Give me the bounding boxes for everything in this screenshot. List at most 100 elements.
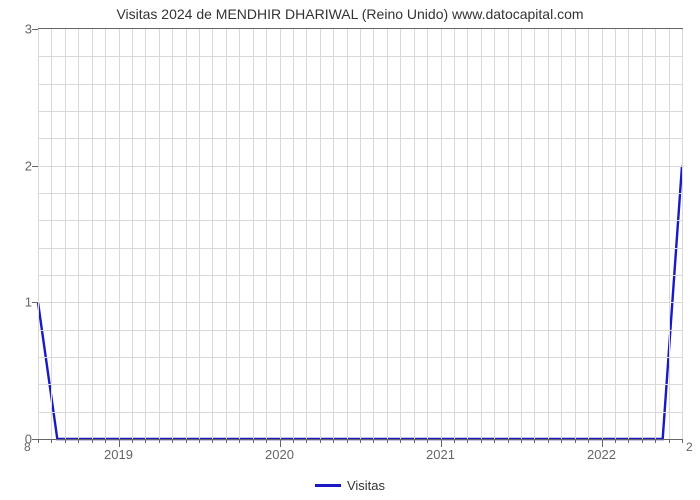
gridline-v-minor [172,29,173,439]
x-tick-label: 2021 [426,439,455,462]
gridline-v-minor [588,29,589,439]
x-tick-minor [454,439,455,443]
x-tick-minor [400,439,401,443]
x-tick-minor [387,439,388,443]
x-tick-minor [548,439,549,443]
x-tick-minor [628,439,629,443]
x-tick-minor [320,439,321,443]
gridline-v-minor [320,29,321,439]
secondary-label-right: 2 [686,440,693,454]
gridline-v-minor [347,29,348,439]
x-tick-minor [132,439,133,443]
gridline-v-minor [655,29,656,439]
gridline-v [280,29,281,439]
gridline-v [119,29,120,439]
gridline-v-minor [373,29,374,439]
x-tick-minor [575,439,576,443]
x-tick-minor [172,439,173,443]
x-tick-minor [199,439,200,443]
x-tick-label: 2019 [104,439,133,462]
gridline-v-minor [105,29,106,439]
x-tick-minor [51,439,52,443]
x-tick-minor [306,439,307,443]
gridline-v-minor [575,29,576,439]
gridline-v-minor [253,29,254,439]
x-tick-minor [588,439,589,443]
gridline-v-minor [51,29,52,439]
x-tick-minor [78,439,79,443]
gridline-v-minor [293,29,294,439]
gridline-v-minor [159,29,160,439]
gridline-v-minor [65,29,66,439]
gridline-v-minor [306,29,307,439]
x-tick-minor [159,439,160,443]
x-tick-minor [414,439,415,443]
gridline-v-minor [333,29,334,439]
x-tick-minor [360,439,361,443]
legend-swatch [315,484,341,487]
x-tick-minor [561,439,562,443]
x-tick-minor [105,439,106,443]
gridline-v [441,29,442,439]
gridline-v-minor [615,29,616,439]
x-tick-minor [615,439,616,443]
x-tick-minor [347,439,348,443]
x-tick-minor [333,439,334,443]
x-tick-minor [481,439,482,443]
x-tick-minor [65,439,66,443]
x-tick-minor [467,439,468,443]
gridline-v-minor [38,29,39,439]
gridline-v-minor [454,29,455,439]
x-tick-minor [508,439,509,443]
gridline-v-minor [508,29,509,439]
gridline-v-minor [481,29,482,439]
x-tick-minor [212,439,213,443]
gridline-v-minor [548,29,549,439]
gridline-v-minor [521,29,522,439]
x-tick-minor [521,439,522,443]
gridline-v-minor [360,29,361,439]
gridline-v-minor [212,29,213,439]
gridline-v-minor [561,29,562,439]
x-tick-label: 2022 [587,439,616,462]
gridline-v-minor [132,29,133,439]
gridline-v-minor [467,29,468,439]
x-tick-minor [669,439,670,443]
gridline-v-minor [669,29,670,439]
gridline-v-minor [266,29,267,439]
x-tick-minor [253,439,254,443]
x-tick-minor [38,439,39,443]
legend: Visitas [0,478,700,493]
x-tick-minor [534,439,535,443]
x-tick-minor [145,439,146,443]
x-tick-minor [293,439,294,443]
x-tick-minor [682,439,683,443]
gridline-v-minor [199,29,200,439]
gridline-v-minor [642,29,643,439]
x-tick-minor [494,439,495,443]
x-tick-minor [266,439,267,443]
chart-title: Visitas 2024 de MENDHIR DHARIWAL (Reino … [0,6,700,22]
gridline-v-minor [226,29,227,439]
gridline-v-minor [427,29,428,439]
x-tick-minor [655,439,656,443]
x-tick-minor [642,439,643,443]
gridline-v-minor [239,29,240,439]
gridline-v-minor [534,29,535,439]
x-tick-minor [226,439,227,443]
gridline-v-minor [400,29,401,439]
gridline-v-minor [145,29,146,439]
gridline-v-minor [494,29,495,439]
x-tick-minor [186,439,187,443]
gridline-v-minor [387,29,388,439]
gridline-v-minor [414,29,415,439]
x-tick-label: 2020 [265,439,294,462]
secondary-label-left: 8 [24,440,31,454]
x-tick-minor [373,439,374,443]
x-tick-minor [239,439,240,443]
legend-label: Visitas [347,478,385,493]
gridline-v [602,29,603,439]
chart-container: Visitas 2024 de MENDHIR DHARIWAL (Reino … [0,0,700,500]
gridline-v-minor [92,29,93,439]
x-tick-minor [427,439,428,443]
